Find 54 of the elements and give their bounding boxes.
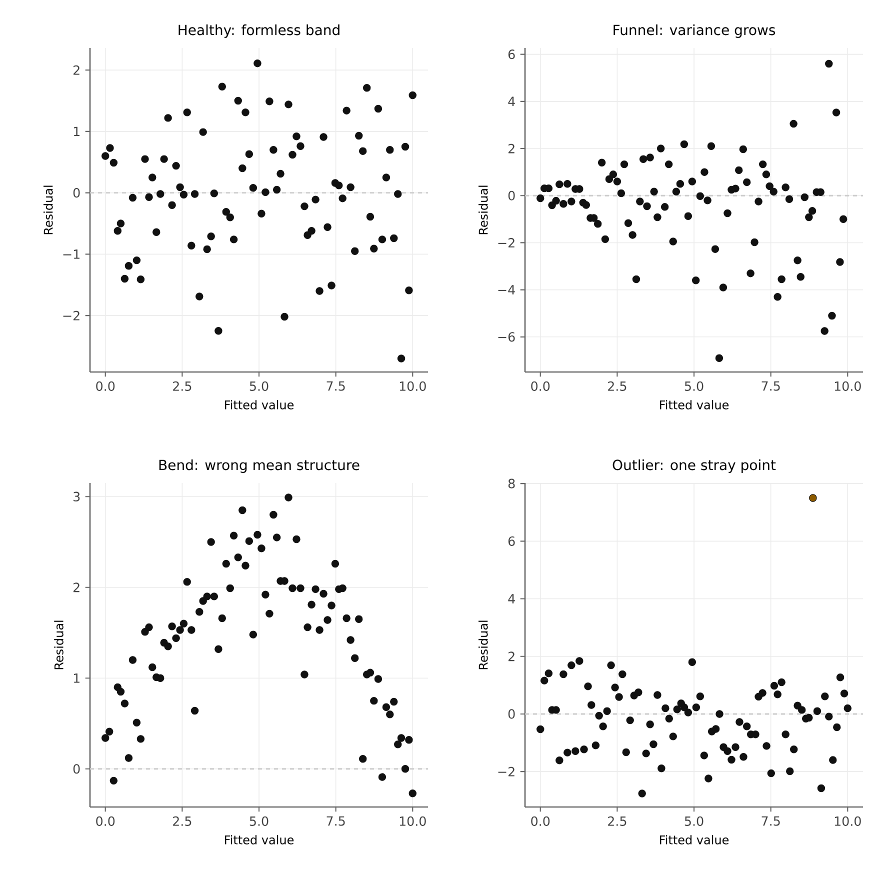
chart-title: Funnel: variance grows <box>614 24 776 38</box>
x-tick-label: 7.5 <box>326 816 345 826</box>
y-tick-label: 1 <box>74 673 80 683</box>
y-axis-title: Residual <box>44 186 53 234</box>
y-tick-label: 0 <box>508 709 515 719</box>
y-axis-title: Residual <box>478 620 488 670</box>
y-axis-title: Residual <box>54 620 64 670</box>
x-tick-label: 2.5 <box>608 381 626 391</box>
y-tick-label: 6 <box>508 50 515 60</box>
y-tick-label: −1 <box>63 250 80 259</box>
x-tick-label: 10.0 <box>400 816 426 826</box>
x-axis-title: Fitted value <box>660 835 729 844</box>
x-tick-label: 10.0 <box>400 381 426 391</box>
chart-title: Bend: wrong mean structure <box>159 459 360 473</box>
x-tick-label: 5.0 <box>684 381 704 391</box>
y-tick-label: 2 <box>73 582 80 592</box>
y-tick-label: 3 <box>74 492 80 502</box>
x-tick-label: 0.0 <box>531 381 550 391</box>
x-tick-label: 0.0 <box>531 816 550 826</box>
y-tick-label: 2 <box>73 65 80 75</box>
x-tick-label: 2.5 <box>173 381 192 391</box>
y-tick-label: 0 <box>73 188 80 198</box>
x-tick-label: 2.5 <box>608 816 626 826</box>
chart-title: Outlier: one stray point <box>612 459 776 473</box>
y-tick-label: 2 <box>508 144 514 154</box>
x-axis-title: Fitted value <box>224 400 294 410</box>
y-tick-label: −4 <box>498 285 515 294</box>
x-tick-label: 2.5 <box>173 816 192 826</box>
y-tick-label: −2 <box>63 310 80 320</box>
y-tick-label: 4 <box>508 96 515 106</box>
y-tick-label: 0 <box>508 190 515 200</box>
y-tick-label: 0 <box>73 764 80 774</box>
x-tick-label: 7.5 <box>762 816 780 826</box>
y-tick-label: 1 <box>74 126 80 136</box>
x-tick-label: 0.0 <box>96 816 115 826</box>
x-axis-title: Fitted value <box>224 835 294 844</box>
x-tick-label: 7.5 <box>326 381 345 391</box>
y-axis-title: Residual <box>478 186 488 234</box>
chart-title: Healthy: formless band <box>178 24 340 38</box>
x-tick-label: 10.0 <box>834 381 861 391</box>
x-tick-label: 5.0 <box>250 381 268 391</box>
x-tick-label: 10.0 <box>834 816 861 826</box>
x-tick-label: 5.0 <box>250 816 268 826</box>
y-tick-label: 2 <box>508 652 514 662</box>
y-tick-label: −2 <box>498 766 514 776</box>
y-tick-label: 8 <box>508 478 515 488</box>
y-tick-label: −6 <box>498 332 515 342</box>
y-tick-label: 4 <box>508 594 515 604</box>
y-tick-label: 6 <box>508 536 515 546</box>
x-tick-label: 7.5 <box>762 381 780 391</box>
x-axis-title: Fitted value <box>660 400 729 410</box>
x-tick-label: 5.0 <box>684 816 704 826</box>
x-tick-label: 0.0 <box>96 381 115 391</box>
y-tick-label: −2 <box>498 238 514 248</box>
